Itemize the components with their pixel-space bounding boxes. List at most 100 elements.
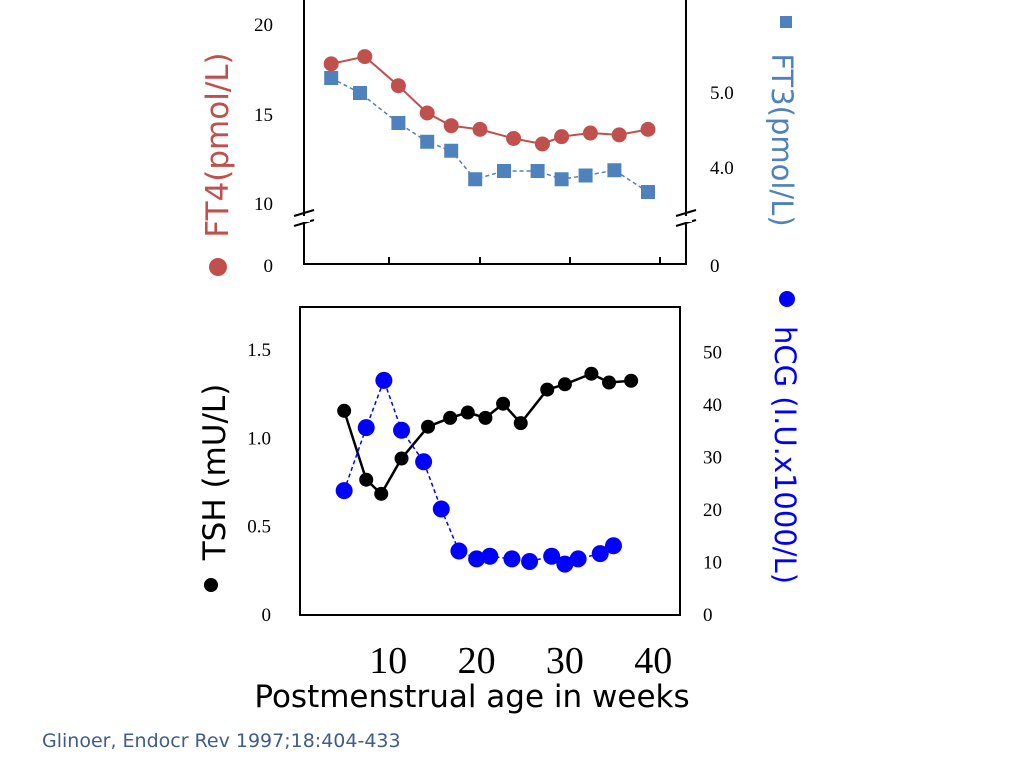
bottom-x-tick-40: 40: [634, 640, 672, 682]
hcg-point: [543, 547, 561, 565]
top-series-layer: [323, 49, 656, 199]
bottom-x-tick-30: 30: [546, 640, 584, 682]
ft3-point: [554, 172, 569, 187]
bottom-x-tick-10: 10: [369, 640, 407, 682]
ft3-point: [391, 116, 406, 130]
hcg-axis-label: hCG (I.U.x1000/L): [768, 326, 802, 584]
ft4-point: [534, 136, 550, 152]
ft4-legend-marker: [209, 258, 227, 276]
top-right-tick-0: 0: [710, 256, 720, 277]
hcg-point: [604, 537, 622, 555]
top-left-tick-10: 10: [254, 194, 273, 215]
ft4-series-line: [330, 55, 649, 145]
top-plot-frame: [303, 0, 687, 265]
bottom-left-tick-0.5: 0.5: [247, 517, 271, 538]
hcg-point: [357, 419, 375, 437]
ft4-point: [323, 56, 339, 72]
bottom-right-tick-50: 50: [703, 343, 722, 364]
tsh-legend-marker: [204, 578, 218, 592]
ft3-point: [578, 168, 593, 183]
ft4-axis-label: FT4(pmol/L): [200, 52, 236, 237]
ft3-point: [420, 134, 435, 149]
tsh-point: [337, 403, 352, 418]
tsh-point: [359, 472, 374, 487]
ft3-point: [497, 164, 511, 178]
bottom-x-tick-labels: 10 20 30 40: [369, 640, 672, 682]
hcg-point: [591, 545, 609, 563]
ft3-point: [641, 185, 655, 199]
ft4-point: [443, 118, 459, 134]
top-chart: 0 10 15 20 0 4.0 5.0 FT4(pmol/L) FT3(pmol/L): [200, 0, 799, 277]
ft3-axis-label: FT3(pmol/L): [765, 53, 799, 226]
ft3-point: [468, 172, 483, 187]
hcg-point: [375, 371, 393, 389]
ft3-point: [530, 164, 545, 178]
hcg-point: [503, 550, 521, 568]
hcg-point: [393, 421, 411, 439]
tsh-point: [421, 419, 436, 434]
hcg-point: [481, 547, 499, 565]
bottom-series-layer: [335, 366, 639, 573]
ft4-point: [640, 121, 656, 137]
tsh-axis-label: TSH (mU/L): [197, 384, 233, 562]
tsh-point: [394, 451, 409, 466]
hcg-point: [450, 542, 468, 560]
bottom-chart: 0 0.5 1.0 1.5 0 10 20 30 40 50 10 20 30 40 TSH (mU/…: [197, 291, 802, 715]
tsh-point: [624, 373, 639, 388]
ft4-point: [611, 127, 627, 143]
x-axis-label: Postmenstrual age in weeks: [254, 679, 689, 715]
bottom-right-tick-10: 10: [703, 553, 722, 574]
tsh-point: [443, 410, 458, 425]
ft3-legend-marker: [780, 16, 792, 28]
hcg-point: [432, 500, 450, 518]
tsh-point: [584, 366, 599, 381]
bottom-left-tick-0: 0: [262, 605, 272, 626]
top-right-tick-4.0: 4.0: [710, 158, 734, 179]
tsh-point: [460, 405, 475, 420]
hcg-point: [468, 550, 486, 568]
tsh-point: [496, 396, 511, 411]
hcg-point: [415, 453, 433, 471]
ft3-point: [444, 143, 459, 158]
tsh-point: [513, 416, 528, 431]
bottom-right-tick-20: 20: [703, 500, 722, 521]
top-left-tick-labels: 0 10 15 20: [254, 15, 661, 277]
ft4-point: [506, 130, 522, 146]
top-left-tick-20: 20: [254, 15, 273, 36]
ft4-point: [554, 129, 570, 145]
tsh-point: [602, 375, 617, 390]
hcg-point: [556, 555, 574, 573]
top-left-axis-break: [293, 209, 315, 227]
ft3-point: [324, 71, 339, 85]
top-right-tick-5.0: 5.0: [710, 83, 734, 104]
top-right-tick-labels: 0 4.0 5.0: [710, 83, 734, 277]
hcg-point: [335, 482, 353, 500]
ft3-point: [353, 86, 367, 100]
ft3-series-line: [330, 77, 649, 193]
ft4-point: [390, 78, 406, 94]
bottom-left-tick-1.5: 1.5: [247, 340, 271, 361]
bottom-plot-frame: [299, 306, 681, 616]
bottom-right-tick-0: 0: [703, 605, 713, 626]
tsh-point: [374, 486, 389, 501]
hcg-series-line: [343, 378, 614, 565]
tsh-point: [557, 377, 572, 392]
bottom-left-tick-1.0: 1.0: [247, 428, 271, 449]
top-left-tick-0: 0: [264, 256, 274, 277]
bottom-right-tick-30: 30: [703, 448, 722, 469]
ft4-point: [419, 105, 435, 121]
ft3-point: [607, 163, 622, 178]
top-right-axis-break: [675, 209, 697, 227]
citation: Glinoer, Endocr Rev 1997;18:404-433: [42, 730, 401, 752]
hcg-point: [569, 550, 587, 568]
hcg-legend-marker: [779, 291, 795, 307]
ft4-point: [357, 49, 373, 65]
bottom-x-tick-20: 20: [458, 640, 496, 682]
ft4-point: [582, 125, 598, 141]
top-left-tick-15: 15: [254, 105, 273, 126]
tsh-point: [540, 382, 555, 397]
bottom-right-tick-40: 40: [703, 395, 722, 416]
bottom-right-tick-labels: 0 10 20 30 40 50: [703, 343, 722, 627]
hcg-point: [521, 553, 539, 570]
